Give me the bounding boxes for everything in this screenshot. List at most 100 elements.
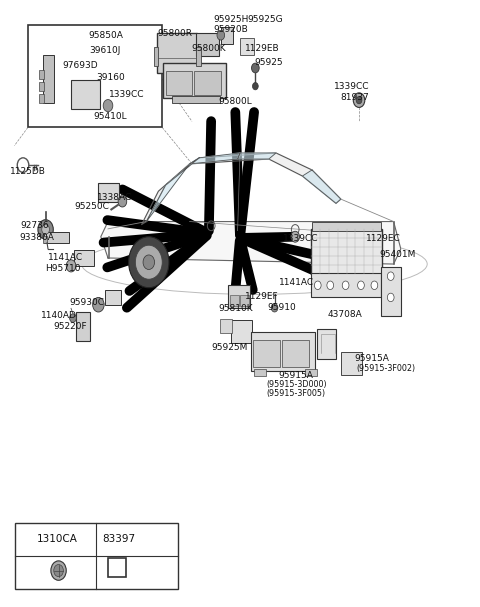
Bar — [39, 82, 44, 91]
Polygon shape — [101, 222, 401, 264]
Bar — [221, 27, 233, 44]
Text: (95915-3D000): (95915-3D000) — [266, 381, 327, 389]
Circle shape — [314, 281, 321, 290]
Circle shape — [42, 225, 49, 234]
Text: 1125DB: 1125DB — [10, 167, 46, 175]
Bar — [154, 47, 158, 66]
Bar — [28, 25, 162, 127]
Circle shape — [347, 261, 359, 276]
Text: 95810K: 95810K — [218, 304, 253, 313]
Circle shape — [358, 281, 364, 290]
Bar — [76, 312, 90, 341]
Text: 1129EB: 1129EB — [245, 44, 279, 53]
Text: (95915-3F005): (95915-3F005) — [266, 390, 325, 398]
Bar — [231, 320, 252, 343]
Text: 95401M: 95401M — [379, 251, 416, 259]
Bar — [282, 340, 309, 367]
Circle shape — [252, 63, 259, 73]
Circle shape — [333, 243, 373, 294]
Text: 1141AC: 1141AC — [279, 278, 314, 287]
Bar — [305, 369, 317, 376]
Bar — [196, 47, 201, 66]
Bar — [311, 229, 382, 274]
Polygon shape — [142, 153, 341, 225]
Bar — [312, 222, 381, 231]
Text: 95800K: 95800K — [191, 44, 226, 53]
Polygon shape — [146, 158, 199, 222]
Bar — [381, 267, 401, 316]
Bar — [39, 94, 44, 103]
Circle shape — [356, 97, 362, 104]
Bar — [98, 183, 119, 202]
Circle shape — [38, 220, 53, 239]
Bar — [228, 285, 250, 308]
Text: 95910: 95910 — [268, 303, 297, 311]
Text: 95800L: 95800L — [218, 98, 252, 106]
Bar — [253, 340, 280, 367]
Polygon shape — [302, 170, 341, 203]
Text: 95800R: 95800R — [157, 30, 192, 38]
Text: 43708A: 43708A — [327, 310, 362, 319]
Bar — [163, 63, 226, 98]
Text: 95925M: 95925M — [211, 343, 248, 351]
Circle shape — [291, 231, 300, 242]
Circle shape — [70, 314, 76, 322]
Bar — [230, 295, 239, 306]
Bar — [196, 33, 219, 56]
Text: 95930C: 95930C — [70, 298, 105, 307]
Text: 97693D: 97693D — [62, 61, 98, 70]
Circle shape — [217, 30, 225, 40]
Bar — [220, 319, 232, 333]
Text: 39610J: 39610J — [89, 47, 120, 55]
Circle shape — [129, 237, 169, 288]
Bar — [71, 80, 100, 109]
Text: 95850A: 95850A — [89, 31, 124, 39]
Text: 1339CC: 1339CC — [283, 234, 319, 243]
Text: 1339CC: 1339CC — [109, 90, 145, 98]
Bar — [39, 70, 44, 79]
Circle shape — [271, 304, 278, 312]
Circle shape — [387, 272, 394, 280]
Bar — [240, 295, 249, 306]
Circle shape — [387, 293, 394, 302]
Text: 95925G: 95925G — [247, 15, 283, 24]
Text: 95920B: 95920B — [214, 25, 248, 33]
Bar — [194, 71, 221, 95]
Circle shape — [342, 281, 349, 290]
Text: 1141AC: 1141AC — [48, 254, 83, 262]
Text: 95915A: 95915A — [354, 354, 389, 362]
Bar — [157, 33, 197, 73]
Text: 81937: 81937 — [341, 93, 370, 101]
Circle shape — [371, 281, 378, 290]
Bar — [240, 38, 254, 55]
Circle shape — [143, 255, 155, 270]
Text: 93380A: 93380A — [19, 234, 54, 242]
Text: 1129EC: 1129EC — [366, 234, 400, 243]
Circle shape — [252, 83, 258, 90]
Text: 95925: 95925 — [254, 58, 283, 67]
Text: 95250C: 95250C — [74, 202, 109, 211]
Circle shape — [93, 297, 104, 312]
Bar — [43, 236, 47, 243]
Bar — [254, 369, 266, 376]
Bar — [317, 329, 336, 359]
Text: 95915A: 95915A — [278, 371, 313, 379]
Text: 83397: 83397 — [102, 534, 136, 544]
Text: 1129EF: 1129EF — [245, 292, 278, 300]
Circle shape — [353, 93, 365, 107]
Bar — [172, 96, 220, 103]
Circle shape — [118, 196, 127, 207]
Text: 1140AD: 1140AD — [41, 311, 77, 320]
Text: H95710: H95710 — [46, 265, 81, 273]
Text: 95925H: 95925H — [214, 15, 249, 24]
Bar — [108, 558, 126, 577]
Text: 92736: 92736 — [20, 222, 49, 230]
Bar — [74, 250, 94, 266]
Polygon shape — [190, 153, 240, 164]
Circle shape — [103, 100, 113, 112]
Bar — [251, 332, 315, 371]
Bar — [44, 232, 69, 243]
Circle shape — [51, 561, 66, 580]
Text: 95410L: 95410L — [94, 112, 127, 121]
Circle shape — [54, 565, 63, 577]
